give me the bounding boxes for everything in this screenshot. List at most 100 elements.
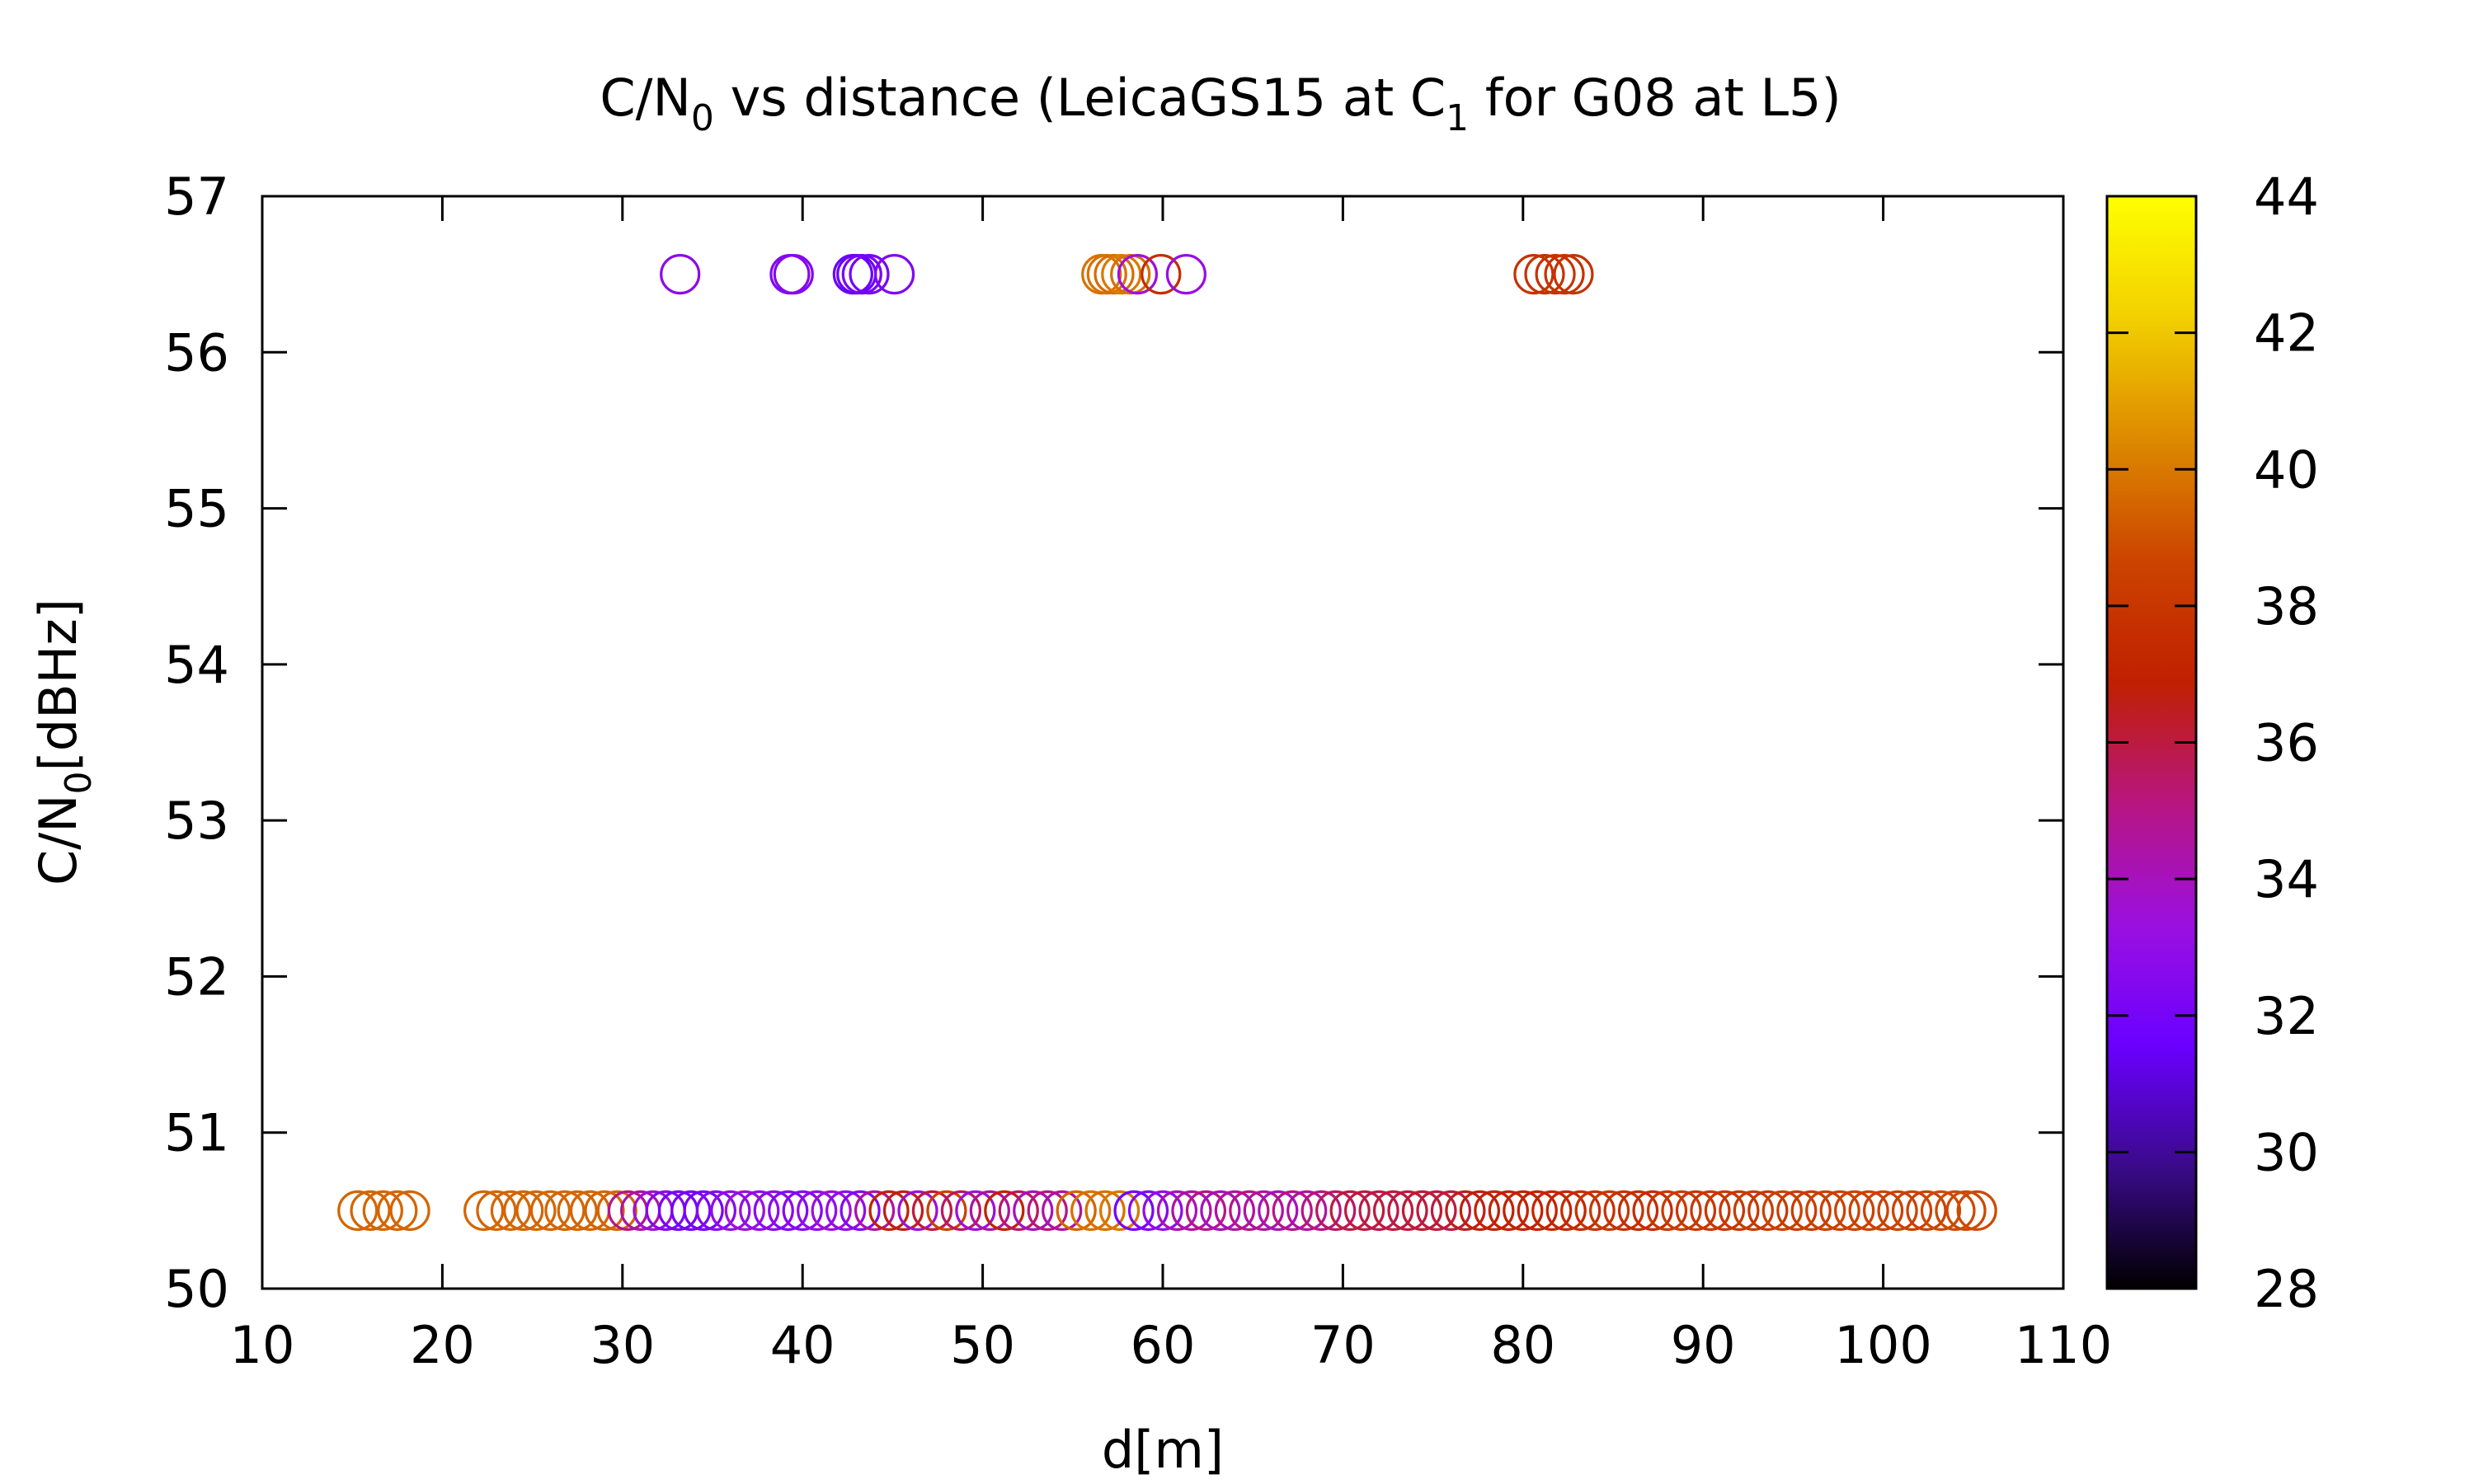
data-point xyxy=(825,1190,867,1231)
y-tick-label: 56 xyxy=(164,322,229,383)
data-point xyxy=(1056,1190,1097,1231)
data-point xyxy=(1013,1190,1054,1231)
data-point xyxy=(1358,1190,1399,1231)
data-point xyxy=(584,1190,625,1231)
data-point xyxy=(1517,1190,1558,1231)
data-point xyxy=(753,1190,794,1231)
data-point xyxy=(544,1190,586,1231)
data-point xyxy=(1891,1190,1933,1231)
data-point xyxy=(1200,1190,1241,1231)
data-point xyxy=(1513,254,1554,295)
x-tick-label: 10 xyxy=(230,1315,295,1375)
colorbar-tick-label: 38 xyxy=(2254,576,2319,636)
data-point xyxy=(1956,1190,1997,1231)
data-point xyxy=(1661,1190,1702,1231)
data-point xyxy=(1553,254,1594,295)
data-point xyxy=(1344,1190,1385,1231)
data-point xyxy=(1141,254,1182,295)
data-point xyxy=(1110,254,1151,295)
data-point xyxy=(1084,1190,1126,1231)
data-point xyxy=(1531,1190,1573,1231)
data-point xyxy=(1935,1190,1976,1231)
data-point xyxy=(873,254,915,295)
data-point xyxy=(1603,1190,1644,1231)
y-tick-label: 54 xyxy=(164,635,229,695)
colorbar-tick-label: 28 xyxy=(2254,1259,2319,1319)
data-point xyxy=(926,1190,967,1231)
data-point xyxy=(1094,254,1135,295)
data-point xyxy=(1617,1190,1659,1231)
data-point xyxy=(1243,1190,1284,1231)
data-point xyxy=(955,1190,996,1231)
data-point xyxy=(1027,1190,1068,1231)
data-point xyxy=(1589,1190,1630,1231)
data-point xyxy=(849,254,890,295)
data-point xyxy=(1488,1190,1529,1231)
data-point xyxy=(1286,1190,1328,1231)
data-point xyxy=(1214,1190,1255,1231)
data-point xyxy=(1117,254,1159,295)
y-tick-label: 55 xyxy=(164,479,229,539)
data-point xyxy=(710,1190,751,1231)
chart-title: C/N0 vs distance (LeicaGS15 at C1 for G0… xyxy=(600,68,1841,139)
data-point xyxy=(1544,254,1585,295)
data-points xyxy=(337,254,1997,1231)
data-point xyxy=(897,1190,938,1231)
data-point xyxy=(362,1190,403,1231)
x-tick-label: 30 xyxy=(590,1315,655,1375)
data-point xyxy=(1863,1190,1904,1231)
data-point xyxy=(1156,1190,1198,1231)
x-tick-label: 60 xyxy=(1131,1315,1196,1375)
data-point xyxy=(1690,1190,1731,1231)
data-point xyxy=(769,254,811,295)
data-point xyxy=(797,1190,838,1231)
data-point xyxy=(739,1190,780,1231)
data-point xyxy=(1086,254,1127,295)
data-point xyxy=(1704,1190,1746,1231)
data-point xyxy=(1430,1190,1472,1231)
data-point xyxy=(1761,1190,1803,1231)
y-axis-title: C/N0[dBHz] xyxy=(28,599,100,885)
data-point xyxy=(1142,1190,1183,1231)
x-tick-label: 40 xyxy=(770,1315,835,1375)
data-point xyxy=(1877,1190,1918,1231)
data-point xyxy=(1545,1190,1587,1231)
x-tick-label: 90 xyxy=(1671,1315,1736,1375)
data-point xyxy=(1535,254,1576,295)
data-point xyxy=(768,1190,809,1231)
data-point xyxy=(1229,1190,1270,1231)
colorbar-ticks: 28 30 32 34 36 38 40 42 44 xyxy=(2107,167,2319,1319)
data-point xyxy=(1834,1190,1875,1231)
data-point xyxy=(1646,1190,1688,1231)
data-point xyxy=(1560,1190,1602,1231)
data-point xyxy=(940,1190,981,1231)
data-point xyxy=(840,1190,881,1231)
data-point xyxy=(1819,1190,1860,1231)
data-point xyxy=(1848,1190,1889,1231)
y-tick-label: 53 xyxy=(164,791,229,851)
data-point xyxy=(1790,1190,1832,1231)
data-point xyxy=(1733,1190,1774,1231)
plot-frame xyxy=(261,195,2065,1290)
colorbar-tick-label: 36 xyxy=(2254,713,2319,773)
data-point xyxy=(854,1190,896,1231)
data-point xyxy=(1416,1190,1457,1231)
data-point xyxy=(1070,1190,1112,1231)
data-point xyxy=(1474,1190,1515,1231)
data-point xyxy=(1101,254,1142,295)
data-point xyxy=(1401,1190,1443,1231)
colorbar-tick-label: 42 xyxy=(2254,303,2319,364)
data-point xyxy=(1906,1190,1947,1231)
data-point xyxy=(670,1190,712,1231)
data-point xyxy=(773,254,814,295)
data-point xyxy=(1776,1190,1818,1231)
data-point xyxy=(1459,1190,1500,1231)
data-point xyxy=(1272,1190,1313,1231)
colorbar-tick-label: 32 xyxy=(2254,986,2319,1046)
data-point xyxy=(695,1190,736,1231)
data-point xyxy=(868,1190,910,1231)
colorbar-tick-label: 34 xyxy=(2254,849,2319,909)
data-point xyxy=(557,1190,598,1231)
data-point xyxy=(1042,1190,1083,1231)
colorbar-tick-label: 30 xyxy=(2254,1122,2319,1182)
